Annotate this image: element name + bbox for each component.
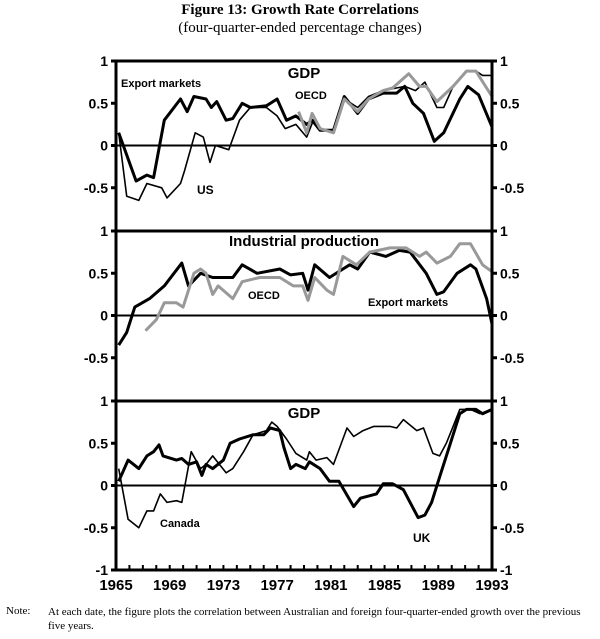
x-tick-label: 1965 (99, 577, 132, 594)
y-tick-label-left: -0.5 (84, 180, 108, 196)
chart-subtitle: (four-quarter-ended percentage changes) (178, 20, 422, 36)
series-label: OECD (248, 290, 280, 302)
y-tick-label-left: 1 (100, 53, 108, 69)
panel-title: GDP (288, 65, 321, 82)
chart-title: Figure 13: Growth Rate Correlations (181, 2, 419, 18)
x-tick-label: 1985 (368, 577, 401, 594)
series-line-uk (117, 407, 493, 520)
panel-title: Industrial production (229, 233, 379, 250)
y-tick-label-right: 0 (500, 138, 508, 154)
y-tick-label-left: -0.5 (84, 520, 108, 536)
x-tick-label: 1969 (153, 577, 186, 594)
y-tick-label-left: 1 (100, 223, 108, 239)
x-tick-label: 1993 (475, 577, 508, 594)
series-label: Export markets (368, 297, 448, 309)
y-tick-label-right: -0.5 (500, 350, 524, 366)
series-label: Canada (160, 518, 201, 530)
y-tick-label-right: -0.5 (500, 180, 524, 196)
series-label: UK (413, 531, 431, 545)
note-text: At each date, the figure plots the corre… (48, 606, 581, 632)
y-tick-label-left: -0.5 (84, 350, 108, 366)
y-tick-label-right: -0.5 (500, 520, 524, 536)
y-tick-label-left: 0 (100, 308, 108, 324)
series-line-oecd (144, 242, 493, 332)
y-tick-label-right: 1 (500, 223, 508, 239)
y-tick-label-left: 0 (100, 138, 108, 154)
series-line-canada (117, 408, 493, 529)
panel-title: GDP (288, 405, 321, 422)
series-line-export-markets (117, 84, 494, 183)
y-tick-label-right: 0 (500, 478, 508, 494)
y-tick-label-right: 0.5 (500, 265, 520, 281)
x-tick-label: 1989 (422, 577, 455, 594)
series-label: OECD (295, 90, 327, 102)
note-label: Note: (6, 605, 31, 617)
x-tick-label: 1977 (260, 577, 293, 594)
y-tick-label-left: 0 (100, 478, 108, 494)
chart-canvas: 1 1 0.5 0.5 0 0 -0.5 -0.5 GDP Export markets OECD U… (84, 53, 524, 594)
y-tick-label-right: 0.5 (500, 95, 520, 111)
y-tick-label-left: 1 (100, 393, 108, 409)
y-tick-label-right: 1 (500, 53, 508, 69)
series-line-oecd (297, 69, 494, 135)
x-tick-label: 1981 (314, 577, 347, 594)
series-line-export-markets (117, 248, 494, 346)
series-label: US (197, 183, 214, 197)
y-tick-label-right: 1 (500, 393, 508, 409)
y-tick-label-right: 0.5 (500, 435, 520, 451)
y-tick-label-right: -1 (500, 562, 513, 578)
y-tick-label-right: 0 (500, 308, 508, 324)
series-label: Export markets (121, 78, 201, 90)
y-tick-label-left: 0.5 (89, 95, 109, 111)
y-tick-label-left: -1 (96, 562, 109, 578)
y-tick-label-left: 0.5 (89, 265, 109, 281)
y-tick-label-left: 0.5 (89, 435, 109, 451)
x-tick-label: 1973 (207, 577, 240, 594)
series-line-us (117, 70, 492, 202)
